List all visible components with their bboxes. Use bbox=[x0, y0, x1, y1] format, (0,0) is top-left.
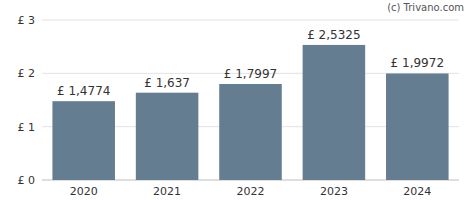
bar bbox=[219, 84, 282, 180]
bar bbox=[303, 45, 366, 180]
bars bbox=[52, 45, 448, 180]
x-tick-label: 2024 bbox=[403, 185, 431, 198]
x-tick-label: 2020 bbox=[70, 185, 98, 198]
chart-svg: £ 0 £ 1 £ 2 £ 3 £ 1,4774 £ 1,637 £ 1,7997 £ 2,5… bbox=[0, 0, 470, 200]
bar bbox=[136, 93, 199, 180]
x-tick-label: 2023 bbox=[320, 185, 348, 198]
chart-container: £ 0 £ 1 £ 2 £ 3 £ 1,4774 £ 1,637 £ 1,7997 £ 2,5… bbox=[0, 0, 470, 200]
y-tick-label: £ 1 bbox=[18, 121, 36, 134]
y-tick-label: £ 2 bbox=[18, 67, 36, 80]
data-label: £ 2,5325 bbox=[307, 28, 360, 42]
credit: (c) Trivano.com bbox=[387, 2, 464, 13]
y-tick-label: £ 0 bbox=[18, 174, 36, 187]
data-label: £ 1,4774 bbox=[57, 84, 110, 98]
data-label: £ 1,9972 bbox=[391, 56, 444, 70]
data-label: £ 1,7997 bbox=[224, 67, 277, 81]
data-label: £ 1,637 bbox=[144, 76, 190, 90]
y-tick-label: £ 3 bbox=[18, 14, 36, 27]
bar bbox=[52, 101, 115, 180]
bar bbox=[386, 73, 449, 180]
x-tick-label: 2022 bbox=[237, 185, 265, 198]
grid-line bbox=[42, 20, 459, 21]
x-tick-label: 2021 bbox=[153, 185, 181, 198]
